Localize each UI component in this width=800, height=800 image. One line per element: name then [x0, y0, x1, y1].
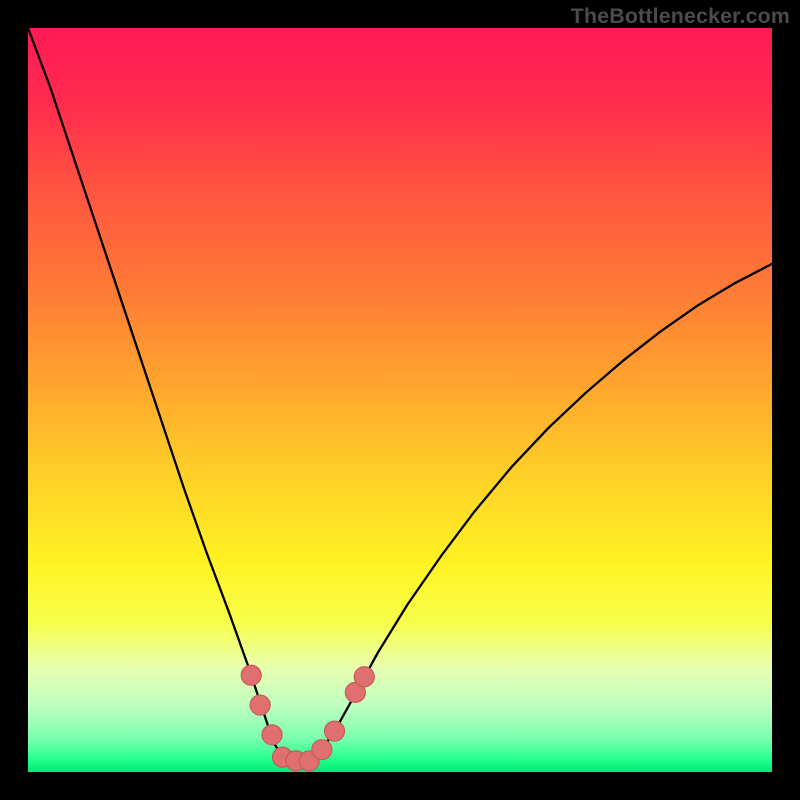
chart-background [28, 28, 772, 772]
curve-marker [354, 667, 374, 687]
chart-svg [0, 0, 800, 800]
watermark-text: TheBottlenecker.com [571, 4, 790, 29]
figure-container: TheBottlenecker.com [0, 0, 800, 800]
curve-marker [312, 740, 332, 760]
curve-marker [262, 725, 282, 745]
curve-marker [241, 665, 261, 685]
curve-marker [325, 721, 345, 741]
curve-marker [250, 695, 270, 715]
